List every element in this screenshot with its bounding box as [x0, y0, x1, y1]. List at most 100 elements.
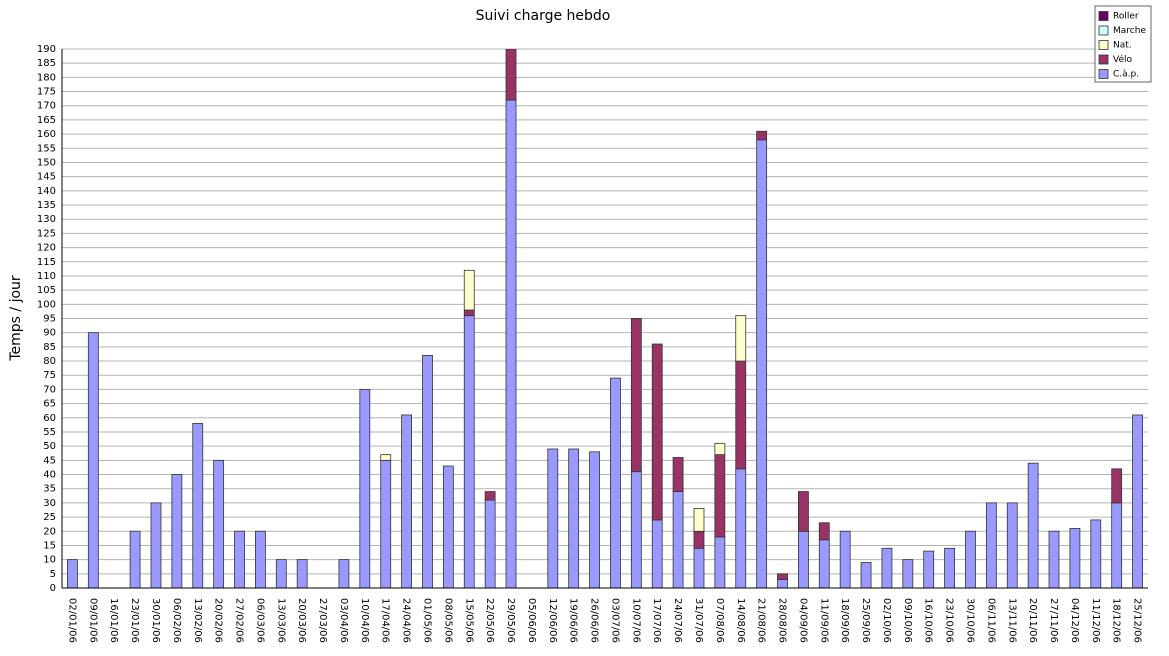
x-tick-label: 18/09/06	[839, 598, 850, 643]
y-tick-label: 55	[43, 427, 56, 438]
x-tick-label: 29/05/06	[505, 598, 516, 643]
x-tick-label: 21/08/06	[756, 598, 767, 643]
bar-segment	[735, 468, 747, 588]
x-tick-label: 24/04/06	[401, 598, 412, 643]
x-tick-label: 27/03/06	[317, 598, 328, 643]
bar-segment	[735, 315, 747, 362]
y-tick-label: 100	[37, 299, 56, 310]
bar-segment	[860, 562, 872, 588]
y-tick-label: 130	[37, 214, 56, 225]
bar-segment	[547, 448, 559, 588]
y-tick-label: 5	[50, 569, 56, 580]
y-tick-label: 95	[43, 314, 56, 325]
bar-segment	[589, 451, 600, 588]
y-tick-label: 45	[43, 455, 56, 466]
bar-segment	[1111, 468, 1123, 504]
x-tick-label: 09/10/06	[902, 598, 913, 643]
y-tick-label: 175	[37, 87, 56, 98]
y-tick-label: 150	[37, 157, 56, 168]
x-tick-label: 20/11/06	[1027, 598, 1038, 643]
bar-segment	[422, 354, 433, 588]
bar-segment	[798, 491, 809, 532]
x-tick-label: 27/11/06	[1048, 598, 1059, 643]
bar-segment	[965, 530, 976, 588]
grid	[62, 48, 1148, 589]
legend-label: Vélo	[1113, 54, 1132, 65]
x-tick-label: 10/04/06	[359, 598, 370, 643]
legend-label: Roller	[1113, 12, 1139, 22]
bar-segment	[338, 559, 350, 588]
x-tick-label: 17/04/06	[380, 598, 391, 643]
bar-segment	[87, 332, 99, 588]
x-tick-label: 23/10/06	[944, 598, 955, 643]
y-tick-label: 165	[37, 115, 56, 126]
x-tick-label: 06/02/06	[171, 598, 182, 643]
x-tick-label: 13/03/06	[275, 598, 286, 643]
bar-segment	[1048, 530, 1060, 588]
bar-segment	[672, 491, 684, 588]
bar-segment	[944, 547, 955, 588]
x-tick-label: 19/06/06	[568, 598, 579, 643]
bar-segment	[839, 530, 851, 588]
bar-segment	[1027, 462, 1039, 588]
x-tick-label: 17/07/06	[651, 598, 662, 643]
y-tick-label: 60	[43, 413, 56, 424]
x-tick-label: 15/05/06	[463, 598, 474, 643]
bar-segment	[651, 343, 663, 521]
legend-swatch	[1098, 40, 1109, 50]
x-tick-label: 07/08/06	[714, 598, 725, 643]
y-tick-label: 75	[43, 370, 56, 381]
bars	[67, 49, 1143, 588]
x-tick-label: 16/01/06	[108, 598, 119, 643]
bar-segment	[463, 309, 475, 317]
bar-segment	[735, 360, 747, 470]
legend-label: Nat.	[1113, 41, 1132, 51]
bar-segment	[275, 559, 287, 588]
bar-segment	[1111, 502, 1123, 588]
bar-segment	[150, 502, 162, 588]
bar-segment	[484, 491, 496, 501]
bar-segment	[1090, 519, 1102, 588]
bar-segment	[1069, 528, 1081, 588]
y-tick-label: 140	[37, 186, 56, 197]
x-tick-label: 01/05/06	[421, 598, 432, 643]
x-tick-label: 20/03/06	[296, 598, 307, 643]
y-tick-label: 10	[43, 555, 56, 566]
y-tick-label: 190	[37, 44, 56, 55]
x-tick-label: 30/10/06	[964, 598, 975, 643]
legend-label: C.à.p.	[1113, 70, 1139, 80]
bar-segment	[568, 448, 580, 588]
y-tick-label: 65	[43, 399, 56, 410]
bar-segment	[714, 454, 726, 538]
legend-swatch	[1098, 54, 1109, 65]
bar-segment	[505, 99, 517, 588]
bar-segment	[1132, 414, 1143, 588]
x-tick-label: 09/01/06	[87, 598, 98, 643]
bar-segment	[818, 539, 830, 588]
bar-segment	[484, 499, 496, 588]
x-tick-label: 16/10/06	[923, 598, 934, 643]
x-tick-label: 18/12/06	[1111, 598, 1122, 643]
bar-segment	[985, 502, 997, 588]
y-tick-label: 115	[37, 257, 56, 268]
bar-segment	[693, 547, 705, 588]
bar-segment	[881, 547, 893, 588]
y-tick-label: 110	[37, 271, 56, 282]
x-tick-label: 11/12/06	[1090, 598, 1101, 643]
x-tick-label: 03/07/06	[609, 598, 620, 643]
x-tick-label: 11/09/06	[818, 598, 829, 643]
y-tick-label: 50	[43, 441, 56, 452]
x-tick-label: 06/03/06	[254, 598, 265, 643]
x-tick-label: 02/10/06	[881, 598, 892, 643]
y-tick-label: 35	[43, 484, 56, 495]
y-tick-label: 125	[37, 228, 56, 239]
y-tick-label: 185	[37, 58, 56, 69]
bar-segment	[693, 508, 705, 532]
bar-segment	[923, 550, 935, 588]
y-tick-label: 145	[37, 172, 56, 183]
x-tick-label: 04/09/06	[797, 598, 808, 643]
bar-segment	[777, 573, 788, 580]
x-tick-label: 02/01/06	[66, 598, 77, 643]
y-tick-label: 25	[43, 512, 56, 523]
